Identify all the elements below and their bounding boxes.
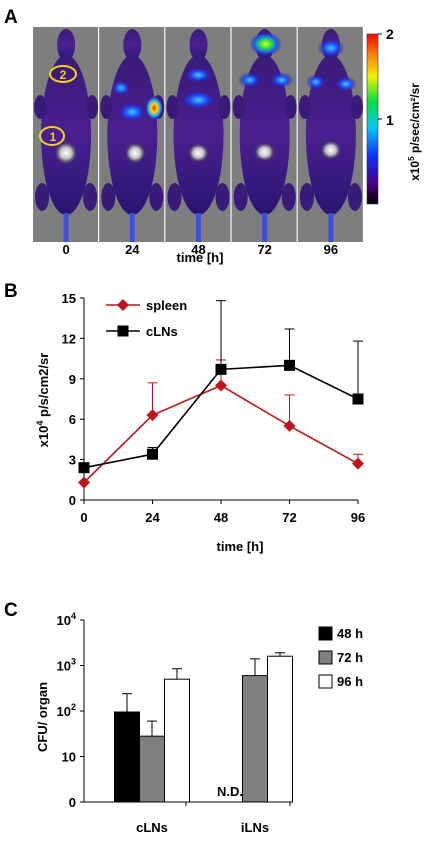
data-point xyxy=(215,379,227,392)
y-tick-label: 15 xyxy=(62,291,76,306)
x-tick-label: 96 xyxy=(351,510,365,525)
data-point xyxy=(78,462,90,474)
panel-b-label: B xyxy=(4,281,18,302)
series-spleen xyxy=(78,359,364,489)
legend-item: spleen xyxy=(106,298,187,313)
data-point xyxy=(78,476,90,489)
annotation-not-detected: N.D. xyxy=(217,784,243,799)
bar xyxy=(139,735,165,803)
panel-a-xlabel: time [h] xyxy=(177,250,224,265)
x-tick-label: 24 xyxy=(145,510,160,525)
data-point xyxy=(146,409,159,422)
legend-swatch xyxy=(318,650,333,665)
legend-item: 48 h xyxy=(318,626,363,641)
timepoint-label: 0 xyxy=(62,242,69,257)
colorbar-unit-label: x105 p/sec/cm²/sr xyxy=(407,83,422,181)
timepoint-label: 72 xyxy=(257,242,271,257)
legend-label: cLNs xyxy=(146,324,178,339)
data-point xyxy=(215,363,227,375)
timepoint-label: 24 xyxy=(125,242,140,257)
y-tick-label: 103 xyxy=(57,657,76,674)
mouse-image xyxy=(297,27,363,242)
mouse-image xyxy=(231,27,297,242)
bar xyxy=(164,678,190,803)
colorbar xyxy=(366,33,379,205)
series-cLNs xyxy=(78,300,364,474)
x-tick-label: 48 xyxy=(214,510,228,525)
roi-marker: 1 xyxy=(39,126,65,146)
bar-chart-legend: 48 h 72 h 96 h xyxy=(318,626,363,689)
legend-swatch xyxy=(318,626,333,641)
timepoint-labels: 0 24 48 72 96 xyxy=(62,242,338,257)
roi-marker: 2 xyxy=(49,65,77,83)
legend-item: 72 h xyxy=(318,650,363,665)
y-tick-label: 0 xyxy=(69,493,76,508)
bar-chart-ylabel: CFU/ organ xyxy=(35,682,50,752)
legend-swatch xyxy=(318,674,333,689)
mouse-image-strip: 21 xyxy=(33,27,363,242)
legend-item: cLNs xyxy=(106,324,178,339)
timepoint-label: 48 xyxy=(191,242,205,257)
roi-label: 1 xyxy=(50,130,57,144)
mouse-image xyxy=(99,27,165,242)
y-tick-label: 102 xyxy=(57,702,76,719)
data-point xyxy=(352,457,364,470)
roi-label: 2 xyxy=(60,68,67,82)
legend-item: 96 h xyxy=(318,674,363,689)
y-tick-label: 104 xyxy=(57,611,76,628)
data-point xyxy=(352,393,364,405)
legend-label: 48 h xyxy=(337,626,363,641)
legend-label: spleen xyxy=(146,298,187,313)
bar xyxy=(267,655,293,803)
legend-label: 72 h xyxy=(337,650,363,665)
line-chart: 0 3 6 9 12 15 0 24 48 72 96 spleen cLNs xyxy=(62,291,366,525)
bar xyxy=(114,711,140,803)
line-chart-legend: spleen cLNs xyxy=(106,298,187,339)
bar-chart: 0 10 102 103 104 cLNs iLNs N.D. 48 h 72 h 96 h xyxy=(57,611,364,835)
colorbar-mid-label: 1 xyxy=(386,112,394,128)
mouse-image xyxy=(33,27,99,242)
colorbar-max-label: 2 xyxy=(386,26,394,42)
category-label: iLNs xyxy=(241,820,269,835)
x-tick-label: 0 xyxy=(80,510,87,525)
timepoint-label: 96 xyxy=(324,242,338,257)
data-point xyxy=(283,419,296,432)
y-tick-label: 0 xyxy=(69,795,76,810)
data-point xyxy=(284,359,295,371)
line-chart-ylabel: x104 p/s/cm2/sr xyxy=(35,353,51,448)
panel-a-label: A xyxy=(4,7,18,28)
y-tick-label: 10 xyxy=(62,750,76,765)
y-tick-label: 3 xyxy=(69,453,76,468)
legend-label: 96 h xyxy=(337,674,363,689)
y-tick-label: 12 xyxy=(62,331,76,346)
panel-c-label: C xyxy=(4,600,18,621)
line-chart-xlabel: time [h] xyxy=(217,539,264,554)
y-tick-label: 9 xyxy=(69,372,76,387)
y-tick-label: 6 xyxy=(69,412,76,427)
series-line xyxy=(83,384,359,484)
mouse-image xyxy=(165,27,231,242)
category-label: cLNs xyxy=(136,820,168,835)
bar xyxy=(242,675,268,803)
x-tick-label: 72 xyxy=(282,510,296,525)
data-point xyxy=(147,448,158,460)
